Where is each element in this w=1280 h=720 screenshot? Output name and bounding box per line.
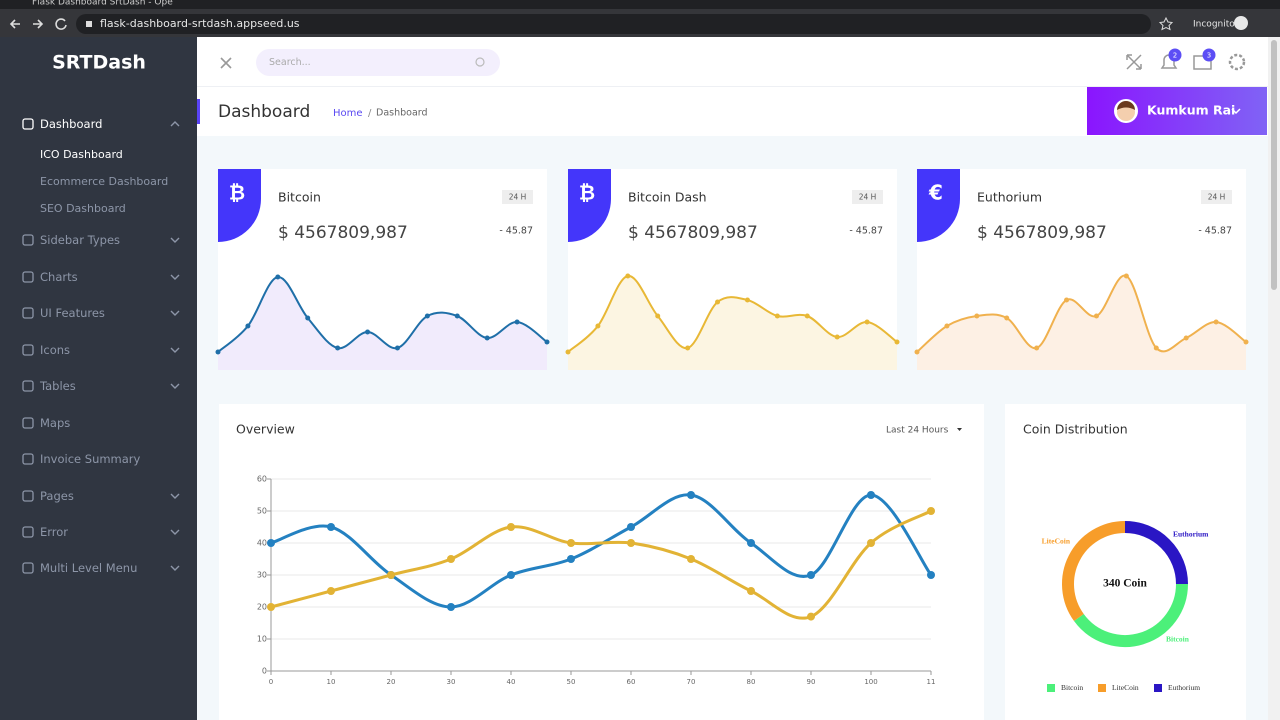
menu-item[interactable]: Sidebar Types	[40, 233, 121, 247]
sidebar	[0, 37, 197, 720]
crypto-card	[218, 169, 547, 370]
menu-item[interactable]: SEO Dashboard	[40, 202, 126, 215]
address-bar[interactable]	[76, 14, 1151, 34]
coin-card	[1005, 404, 1246, 720]
menu-item[interactable]: Icons	[40, 343, 71, 357]
title-accent	[197, 99, 200, 124]
tab-strip	[0, 0, 1280, 9]
menu-item[interactable]: Pages	[40, 489, 74, 503]
menu-item[interactable]: Ecommerce Dashboard	[40, 175, 169, 188]
user-box[interactable]	[1087, 87, 1267, 135]
overview-card	[219, 404, 984, 720]
search-box[interactable]	[256, 49, 500, 76]
menu-item[interactable]: Error	[40, 525, 69, 539]
crypto-card	[568, 169, 897, 370]
menu-item[interactable]: Dashboard	[40, 117, 103, 131]
menu-item[interactable]: Maps	[40, 416, 71, 430]
menu-item[interactable]: Tables	[40, 379, 76, 393]
crypto-card	[917, 169, 1246, 370]
scroll-thumb[interactable]	[1271, 40, 1277, 290]
menu-item[interactable]: Multi Level Menu	[40, 561, 138, 575]
menu-item[interactable]: Invoice Summary	[40, 452, 141, 466]
menu-item[interactable]: ICO Dashboard	[40, 148, 123, 161]
search-placeholder[interactable]: Search...	[269, 57, 311, 68]
menu-item[interactable]: UI Features	[40, 306, 105, 320]
menu-item[interactable]: Charts	[40, 270, 78, 284]
